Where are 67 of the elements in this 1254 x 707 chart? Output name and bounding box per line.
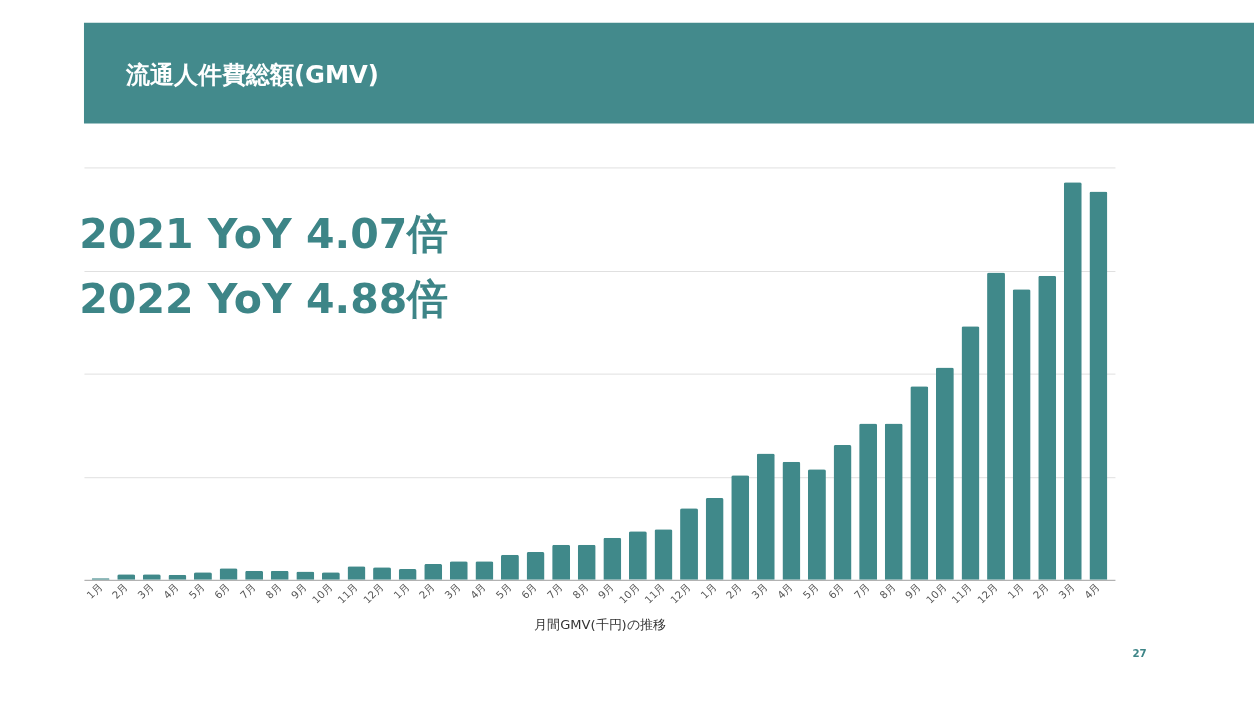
x-tick-label: 7月 <box>237 580 258 601</box>
x-tick-label: 5月 <box>800 580 821 601</box>
x-tick-label: 5月 <box>186 580 207 601</box>
bar <box>1012 289 1031 580</box>
x-tick-label: 6月 <box>211 580 232 601</box>
x-tick-label: 3月 <box>134 580 156 601</box>
x-tick-label: 1月 <box>83 580 104 601</box>
x-tick-label: 2月 <box>723 580 744 601</box>
x-tick-label: 4月 <box>160 580 181 601</box>
x-tick-label: 4月 <box>1081 580 1102 601</box>
bar <box>603 537 622 580</box>
x-tick-label: 6月 <box>518 580 539 601</box>
annotation: 2022 YoY 4.88倍 <box>79 275 449 324</box>
x-tick-label: 2月 <box>416 580 437 601</box>
bar <box>577 544 596 580</box>
bar <box>782 461 801 580</box>
x-tick-label: 9月 <box>288 580 309 601</box>
x-tick-label: 9月 <box>595 580 616 601</box>
x-tick-label: 5月 <box>493 580 514 601</box>
x-tick-label: 9月 <box>902 580 923 601</box>
x-tick-label: 7月 <box>544 580 565 601</box>
x-tick-label: 10月 <box>309 580 335 606</box>
bar <box>500 554 519 580</box>
x-tick-label: 10月 <box>923 580 949 606</box>
x-tick-label: 1月 <box>390 580 411 601</box>
bar <box>807 469 826 580</box>
x-tick-label: 11月 <box>642 580 667 606</box>
x-tick-label: 7月 <box>851 580 872 601</box>
x-tick-label: 2月 <box>109 580 130 601</box>
bar <box>833 445 852 580</box>
bar <box>731 475 750 580</box>
bar <box>1038 275 1057 580</box>
bar <box>935 367 954 580</box>
bar <box>552 544 571 580</box>
bar <box>1063 182 1082 580</box>
x-tick-label: 8月 <box>569 580 591 601</box>
x-tick-label: 12月 <box>667 580 693 606</box>
x-tick-label: 8月 <box>262 580 284 601</box>
x-tick-label: 1月 <box>1004 580 1025 601</box>
bar <box>756 453 775 580</box>
bar <box>859 423 878 580</box>
bar <box>705 497 724 580</box>
x-tick-label: 3月 <box>748 580 770 601</box>
x-tick-label: 2月 <box>1030 580 1051 601</box>
x-tick-label: 12月 <box>974 580 1000 606</box>
x-axis-title: 月間GMV(千円)の推移 <box>534 617 666 633</box>
x-tick-label: 4月 <box>467 580 488 601</box>
x-tick-label: 6月 <box>825 580 846 601</box>
x-tick-label: 11月 <box>949 580 974 606</box>
x-tick-label: 12月 <box>360 580 386 606</box>
annotation: 2021 YoY 4.07倍 <box>79 209 449 258</box>
x-tick-label: 3月 <box>1055 580 1077 601</box>
bar <box>910 386 929 580</box>
x-tick-label: 10月 <box>616 580 642 606</box>
chart-title: 流通人件費総額(GMV) <box>124 60 379 90</box>
x-tick-label: 4月 <box>774 580 795 601</box>
bar <box>884 423 903 580</box>
x-tick-label: 11月 <box>335 580 360 606</box>
bar <box>628 531 647 580</box>
bar <box>654 529 673 580</box>
text: 27 <box>1132 647 1147 660</box>
bar <box>526 552 545 580</box>
x-tick-label: 8月 <box>876 580 898 601</box>
bar <box>961 326 980 580</box>
x-tick-label: 1月 <box>697 580 718 601</box>
x-tick-label: 3月 <box>441 580 463 601</box>
bar <box>1089 191 1108 580</box>
